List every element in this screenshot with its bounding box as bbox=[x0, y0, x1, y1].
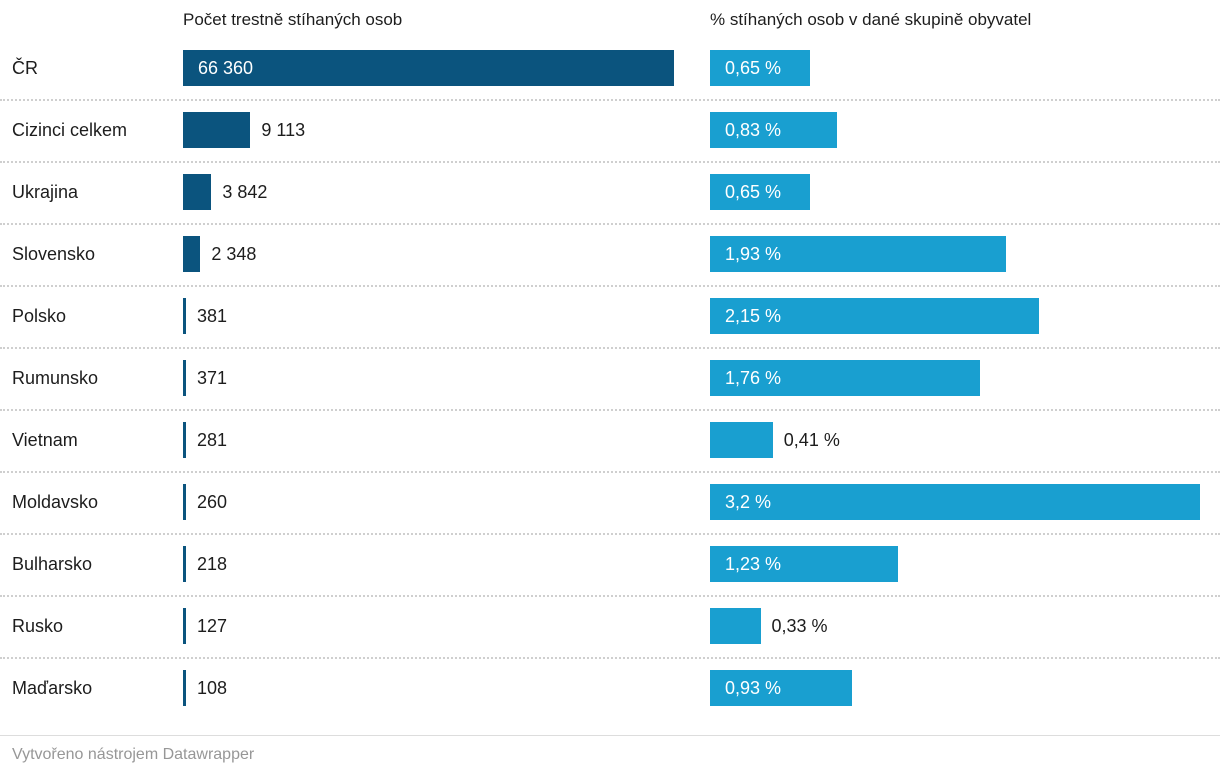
count-bar-zone: 218 bbox=[183, 546, 710, 582]
percent-bar[interactable]: 3,2 % bbox=[710, 484, 1200, 520]
count-bar[interactable] bbox=[183, 174, 212, 210]
percent-bar[interactable]: 1,23 % bbox=[710, 546, 899, 582]
column-headers: Počet trestně stíhaných osob % stíhaných… bbox=[12, 0, 1208, 50]
table-row: Cizinci celkem 9 113 0,83 % bbox=[0, 112, 1220, 174]
count-bar-zone: 108 bbox=[183, 670, 710, 706]
category-label: Slovensko bbox=[12, 244, 96, 264]
percent-bar-zone: 1,23 % bbox=[710, 546, 1208, 582]
percent-bar[interactable]: 0,93 % bbox=[710, 670, 853, 706]
bar-table: Počet trestně stíhaných osob % stíhaných… bbox=[0, 0, 1220, 732]
count-bar[interactable]: 66 360 bbox=[183, 50, 674, 86]
count-bar-zone: 281 bbox=[183, 422, 710, 458]
count-bar-zone: 3 842 bbox=[183, 174, 710, 210]
percent-bar-zone: 3,2 % bbox=[710, 484, 1208, 520]
count-bar-zone: 66 360 bbox=[183, 50, 710, 86]
count-value-label: 381 bbox=[197, 305, 228, 326]
count-bar[interactable] bbox=[183, 360, 186, 396]
percent-bar-zone: 0,65 % bbox=[710, 50, 1208, 86]
table-row: Rumunsko 371 1,76 % bbox=[0, 360, 1220, 422]
count-bar-zone: 127 bbox=[183, 608, 710, 644]
percent-bar[interactable]: 0,65 % bbox=[710, 174, 810, 210]
percent-value-label: 1,23 % bbox=[725, 553, 782, 574]
percent-bar-zone: 0,65 % bbox=[710, 174, 1208, 210]
table-row: Bulharsko 218 1,23 % bbox=[0, 546, 1220, 608]
percent-bar[interactable] bbox=[710, 608, 761, 644]
category-label: Maďarsko bbox=[12, 678, 93, 698]
category-label: Ukrajina bbox=[12, 182, 79, 202]
percent-value-label: 3,2 % bbox=[725, 491, 772, 512]
category-label: Polsko bbox=[12, 306, 67, 326]
count-value-label: 218 bbox=[197, 553, 228, 574]
table-row: ČR 66 360 0,65 % bbox=[0, 50, 1220, 112]
percent-value-label: 0,93 % bbox=[725, 677, 782, 698]
count-bar-zone: 2 348 bbox=[183, 236, 710, 272]
count-bar-zone: 9 113 bbox=[183, 112, 710, 148]
count-bar[interactable] bbox=[183, 484, 186, 520]
percent-value-label: 0,41 % bbox=[783, 429, 840, 450]
category-label: Cizinci celkem bbox=[12, 120, 128, 140]
percent-bar-zone: 0,41 % bbox=[710, 422, 1208, 458]
category-label: Rumunsko bbox=[12, 368, 99, 388]
category-label: ČR bbox=[12, 58, 38, 78]
count-bar[interactable] bbox=[183, 298, 186, 334]
table-row: Maďarsko 108 0,93 % bbox=[12, 670, 1208, 732]
category-label: Bulharsko bbox=[12, 554, 93, 574]
count-bar[interactable] bbox=[183, 236, 201, 272]
count-bar-zone: 371 bbox=[183, 360, 710, 396]
percent-bar-zone: 0,83 % bbox=[710, 112, 1208, 148]
percent-value-label: 0,83 % bbox=[725, 119, 782, 140]
percent-bar-zone: 0,33 % bbox=[710, 608, 1208, 644]
percent-bar[interactable] bbox=[710, 422, 773, 458]
count-bar[interactable] bbox=[183, 670, 186, 706]
count-value-label: 9 113 bbox=[261, 119, 306, 140]
count-bar-zone: 381 bbox=[183, 298, 710, 334]
table-row: Polsko 381 2,15 % bbox=[0, 298, 1220, 360]
count-value-label: 127 bbox=[197, 615, 228, 636]
percent-value-label: 1,93 % bbox=[725, 243, 782, 264]
percent-bar-zone: 1,93 % bbox=[710, 236, 1208, 272]
percent-value-label: 0,33 % bbox=[771, 615, 828, 636]
count-value-label: 3 842 bbox=[222, 181, 268, 202]
percent-bar[interactable]: 2,15 % bbox=[710, 298, 1040, 334]
count-bar[interactable] bbox=[183, 112, 251, 148]
count-bar[interactable] bbox=[183, 608, 186, 644]
count-value-label: 260 bbox=[197, 491, 228, 512]
table-row: Moldavsko 260 3,2 % bbox=[0, 484, 1220, 546]
percent-bar[interactable]: 1,76 % bbox=[710, 360, 980, 396]
chart-footer: Vytvořeno nástrojem Datawrapper bbox=[0, 735, 1220, 764]
percent-value-label: 1,76 % bbox=[725, 367, 782, 388]
count-bar[interactable] bbox=[183, 422, 186, 458]
count-value-label: 66 360 bbox=[198, 57, 254, 78]
rows-container: ČR 66 360 0,65 % Cizinci celkem 9 113 0,… bbox=[0, 50, 1220, 732]
category-label: Vietnam bbox=[12, 430, 78, 450]
attribution-text: Vytvořeno nástrojem Datawrapper bbox=[12, 746, 255, 763]
percent-column-title: % stíhaných osob v dané skupině obyvatel bbox=[710, 10, 1032, 29]
count-value-label: 2 348 bbox=[211, 243, 257, 264]
count-value-label: 371 bbox=[197, 367, 228, 388]
table-row: Rusko 127 0,33 % bbox=[0, 608, 1220, 670]
percent-bar[interactable]: 0,83 % bbox=[710, 112, 838, 148]
table-row: Slovensko 2 348 1,93 % bbox=[0, 236, 1220, 298]
category-label: Rusko bbox=[12, 616, 64, 636]
table-row: Vietnam 281 0,41 % bbox=[0, 422, 1220, 484]
count-value-label: 281 bbox=[197, 429, 228, 450]
percent-bar[interactable]: 0,65 % bbox=[710, 50, 810, 86]
percent-bar-zone: 0,93 % bbox=[710, 670, 1208, 706]
count-bar-zone: 260 bbox=[183, 484, 710, 520]
count-value-label: 108 bbox=[197, 677, 228, 698]
percent-bar-zone: 1,76 % bbox=[710, 360, 1208, 396]
count-column-title: Počet trestně stíhaných osob bbox=[183, 10, 403, 29]
percent-value-label: 0,65 % bbox=[725, 57, 782, 78]
category-label: Moldavsko bbox=[12, 492, 99, 512]
table-row: Ukrajina 3 842 0,65 % bbox=[0, 174, 1220, 236]
count-bar[interactable] bbox=[183, 546, 186, 582]
percent-value-label: 2,15 % bbox=[725, 305, 782, 326]
percent-value-label: 0,65 % bbox=[725, 181, 782, 202]
percent-bar-zone: 2,15 % bbox=[710, 298, 1208, 334]
percent-bar[interactable]: 1,93 % bbox=[710, 236, 1006, 272]
